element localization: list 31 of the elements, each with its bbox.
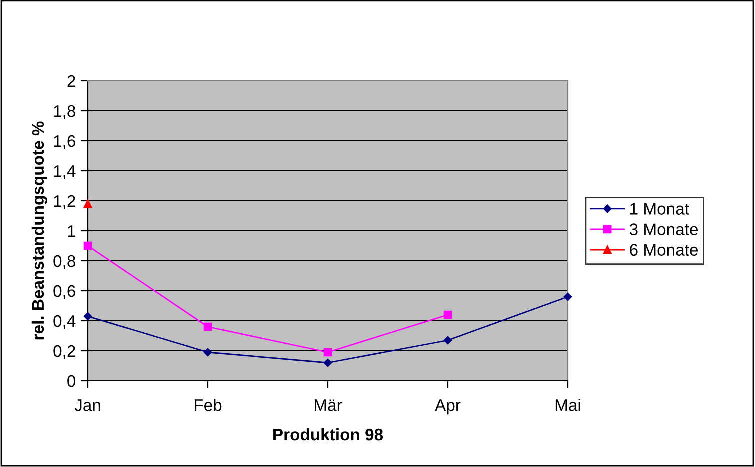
point (564, 292, 572, 302)
x-tick-label: Apr (435, 400, 461, 415)
point (84, 200, 92, 208)
x-tick-label: Mai (556, 399, 580, 412)
y-tick-label: 1,4 (54, 166, 76, 180)
legend-label: 1 Monat (630, 203, 690, 215)
y-tick-label: 1,2 (54, 195, 76, 210)
point (324, 358, 332, 368)
point (84, 242, 92, 250)
point (84, 312, 92, 321)
point (444, 336, 452, 345)
y-tick-label: 0 (68, 375, 76, 388)
y-axis-title: rel. Beanstandungsquote % (32, 122, 48, 340)
x-axis-title: Produktion 98 (274, 428, 384, 441)
point (204, 348, 212, 357)
point (444, 310, 452, 320)
y-tick-label: 1,6 (54, 135, 76, 150)
y-tick-label: 2 (68, 75, 76, 88)
y-tick-label: 0,2 (54, 345, 76, 360)
y-tick-label: 0,8 (54, 255, 76, 270)
legend-label: 3 Monate (630, 224, 698, 236)
x-tick-label: Mär (315, 400, 342, 412)
y-tick-label: 0,6 (54, 285, 76, 300)
y-tick-label: 0,4 (54, 315, 76, 330)
y-tick-label: 1,8 (54, 105, 76, 120)
y-tick-label: 1 (68, 226, 76, 238)
point (324, 348, 332, 357)
x-tick-label: Jan (74, 400, 100, 412)
legend-label: 6 Monate (630, 244, 698, 256)
point (204, 322, 212, 332)
x-tick-label: Feb (195, 399, 222, 412)
